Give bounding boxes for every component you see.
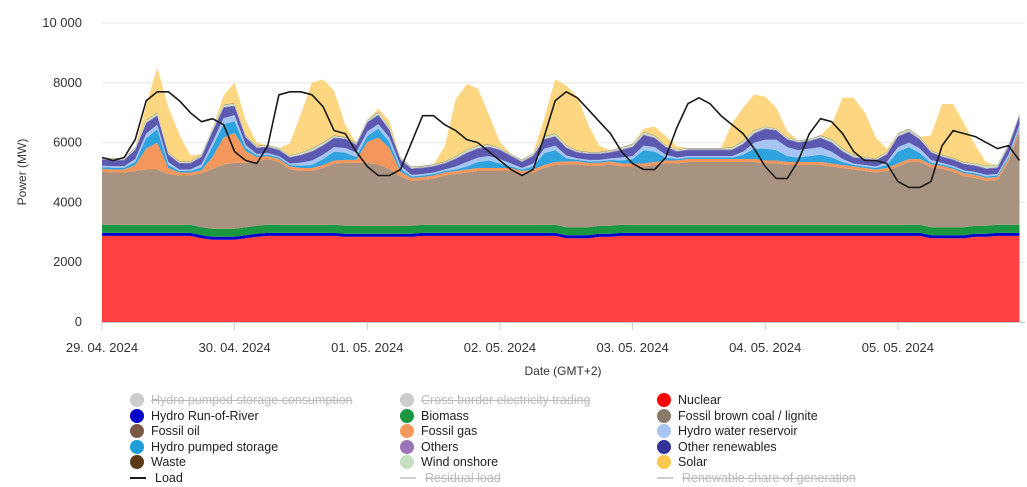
legend-label: Load	[155, 470, 183, 485]
y-tick-label: 8000	[53, 75, 82, 90]
axes: 0 2000 4000 6000 8000 10 000 29. 04. 2024 30. 0…	[42, 15, 1025, 355]
legend-line-icon	[657, 476, 673, 479]
load-line	[101, 91, 1021, 189]
legend-label: Residual load	[425, 470, 501, 485]
x-axis-title: Date (GMT+2)	[524, 364, 601, 378]
load-line-layer	[101, 91, 1021, 189]
y-tick-label: 10 000	[42, 15, 82, 30]
legend-item-hydro-pumped-storage-consumption[interactable]: Hydro pumped storage consumption	[130, 392, 353, 408]
legend-line-icon	[130, 476, 146, 479]
legend-label: Fossil brown coal / lignite	[678, 408, 818, 423]
legend-item-biomass[interactable]: Biomass	[400, 408, 469, 424]
legend-item-waste[interactable]: Waste	[130, 454, 186, 470]
legend-dot-icon	[657, 424, 671, 438]
legend-item-hydro-pumped-storage[interactable]: Hydro pumped storage	[130, 439, 278, 455]
legend-label: Wind onshore	[421, 455, 499, 469]
legend-item-hydro-run-of-river[interactable]: Hydro Run-of-River	[130, 408, 259, 424]
x-tick-label: 30. 04. 2024	[198, 340, 270, 355]
legend-item-fossil-brown-coal-lignite[interactable]: Fossil brown coal / lignite	[657, 408, 818, 424]
legend-item-nuclear[interactable]: Nuclear	[657, 392, 721, 408]
legend-label: Hydro water reservoir	[678, 424, 798, 438]
y-tick-label: 6000	[53, 135, 82, 150]
legend-item-fossil-gas[interactable]: Fossil gas	[400, 423, 477, 439]
legend-dot-icon	[130, 424, 144, 438]
area-fossil-brown-coal-lignite	[102, 132, 1020, 229]
legend-label: Hydro pumped storage	[151, 439, 279, 454]
legend-dot-icon	[130, 455, 144, 469]
generation-chart: 0 2000 4000 6000 8000 10 000 29. 04. 2024 30. 0…	[15, 15, 1025, 378]
legend-dot-icon	[400, 455, 414, 469]
legend-item-load[interactable]: Load	[130, 470, 183, 486]
legend-label: Nuclear	[678, 393, 722, 407]
legend-dot-icon	[400, 424, 414, 438]
legend-item-wind-onshore[interactable]: Wind onshore	[400, 454, 498, 470]
legend-label: Biomass	[421, 408, 469, 423]
y-tick-label: 0	[75, 314, 82, 329]
x-tick-label: 03. 05. 2024	[596, 340, 668, 355]
x-tick-label: 01. 05. 2024	[331, 340, 403, 355]
x-tick-label: 05. 05. 2024	[862, 340, 934, 355]
legend-item-others[interactable]: Others	[400, 439, 459, 455]
legend-item-renewable-share-of-generation[interactable]: Renewable share of generation	[657, 470, 856, 486]
legend-label: Renewable share of generation	[682, 470, 856, 485]
legend-dot-icon	[130, 439, 144, 454]
y-axis-title: Power (MW)	[15, 139, 29, 206]
legend-item-fossil-oil[interactable]: Fossil oil	[130, 423, 200, 439]
legend-label: Other renewables	[678, 439, 777, 454]
x-tick-label: 04. 05. 2024	[729, 340, 801, 355]
legend-dot-icon	[400, 439, 414, 454]
area-nuclear	[102, 235, 1020, 322]
legend-dot-icon	[657, 455, 671, 469]
legend-item-cross-border-electricity-trading[interactable]: Cross border electricity trading	[400, 392, 591, 408]
area-biomass	[102, 224, 1020, 237]
y-tick-label: 4000	[53, 194, 82, 209]
legend-item-residual-load[interactable]: Residual load	[400, 470, 501, 486]
legend-item-hydro-water-reservoir[interactable]: Hydro water reservoir	[657, 423, 797, 439]
legend-line-icon	[400, 476, 416, 479]
legend-dot-icon	[657, 408, 671, 423]
legend-label: Cross border electricity trading	[421, 393, 591, 407]
legend-label: Others	[421, 439, 459, 454]
legend-dot-icon	[400, 408, 414, 423]
legend-dot-icon	[130, 408, 144, 423]
legend-label: Hydro pumped storage consumption	[151, 393, 353, 407]
legend-dot-icon	[400, 393, 414, 407]
stacked-areas	[102, 67, 1020, 322]
x-tick-label: 29. 04. 2024	[66, 340, 138, 355]
legend-label: Waste	[151, 455, 186, 469]
legend-dot-icon	[657, 393, 671, 407]
legend-item-other-renewables[interactable]: Other renewables	[657, 439, 777, 455]
legend-label: Fossil gas	[421, 424, 478, 438]
legend-label: Hydro Run-of-River	[151, 408, 259, 423]
x-tick-label: 02. 05. 2024	[464, 340, 536, 355]
legend-label: Solar	[678, 455, 708, 469]
legend-dot-icon	[130, 393, 144, 407]
legend-dot-icon	[657, 439, 671, 454]
legend-item-solar[interactable]: Solar	[657, 454, 707, 470]
area-hydro-run-of-river	[102, 232, 1020, 240]
y-tick-label: 2000	[53, 254, 82, 269]
area-solar	[102, 67, 1020, 167]
legend-label: Fossil oil	[151, 424, 200, 438]
